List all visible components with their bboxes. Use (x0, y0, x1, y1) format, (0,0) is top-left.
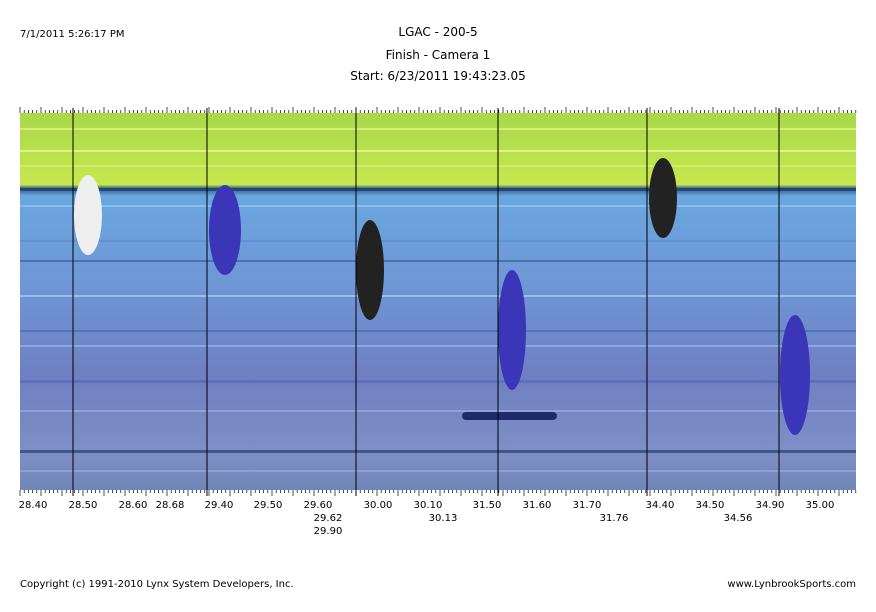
runner (498, 270, 526, 390)
time-label: 30.13 (429, 513, 458, 524)
time-label: 29.40 (205, 500, 234, 511)
copyright: Copyright (c) 1991-2010 Lynx System Deve… (20, 579, 294, 590)
start-time: Start: 6/23/2011 19:43:23.05 (350, 69, 526, 83)
runners (74, 158, 810, 435)
time-label: 35.00 (806, 500, 835, 511)
ruler (19, 107, 857, 496)
time-label: 29.90 (314, 526, 343, 537)
time-label: 28.68 (156, 500, 185, 511)
time-label: 31.70 (573, 500, 602, 511)
lane-stripe (20, 345, 856, 347)
subtitle: Finish - Camera 1 (386, 48, 491, 62)
time-label: 28.50 (69, 500, 98, 511)
shadow (462, 412, 557, 420)
time-label: 34.50 (696, 500, 725, 511)
lane-stripe (20, 128, 856, 130)
time-label: 31.50 (473, 500, 502, 511)
runner (356, 220, 384, 320)
lane-stripe (20, 295, 856, 297)
lane-stripe (20, 260, 856, 262)
time-label: 30.00 (364, 500, 393, 511)
timestamp: 7/1/2011 5:26:17 PM (20, 29, 124, 40)
time-label: 34.56 (724, 513, 753, 524)
photo-area (20, 113, 856, 490)
time-label: 28.40 (19, 500, 48, 511)
time-label: 29.62 (314, 513, 343, 524)
time-label: 30.10 (414, 500, 443, 511)
runner (649, 158, 677, 238)
time-label: 29.60 (304, 500, 333, 511)
time-label: 34.40 (646, 500, 675, 511)
lane-stripe (20, 470, 856, 472)
finish-lines (72, 108, 780, 496)
time-label: 31.60 (523, 500, 552, 511)
time-label: 31.76 (600, 513, 629, 524)
time-label: 34.90 (756, 500, 785, 511)
lane-stripe (20, 240, 856, 242)
lane-stripe (20, 165, 856, 167)
lane-stripe (20, 410, 856, 412)
runner (780, 315, 810, 435)
lane-stripe (20, 205, 856, 207)
runner (209, 185, 241, 275)
time-label: 29.50 (254, 500, 283, 511)
time-label: 28.60 (119, 500, 148, 511)
time-labels: 28.40 28.50 28.60 28.68 29.40 29.50 29.60 30.00… (19, 500, 835, 537)
lane-stripes (20, 128, 856, 472)
lane-stripe (20, 150, 856, 152)
runner (74, 175, 102, 255)
lane-stripe (20, 450, 856, 453)
lane-stripe (20, 188, 856, 191)
website: www.LynbrookSports.com (727, 579, 856, 590)
lane-stripe (20, 330, 856, 332)
title: LGAC - 200-5 (398, 25, 477, 39)
lane-stripe (20, 380, 856, 383)
